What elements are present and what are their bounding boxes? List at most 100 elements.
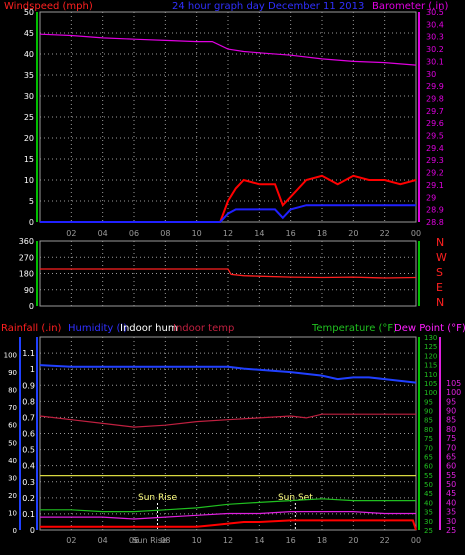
rain-tick-label: 1 [30,365,35,374]
humidity-tick-label: 0 [13,527,17,535]
humidity-tick-label: 70 [8,404,17,412]
y-tick-label: 0 [29,218,34,227]
dew-point-tick-label: 70 [446,443,456,452]
rain-tick-label: 0.2 [22,494,35,503]
dew-point-tick-label: 55 [446,471,456,480]
indoor-hum-label: Indoor hum [120,323,178,334]
humidity-label: Humidity (l) [68,323,127,334]
x-tick-label: 16 [286,229,296,238]
barometer-ticks: 28.8 28.9 29 29.1 29.2 29.3 29.4 29.5 29.6 29.7 29… [426,8,444,227]
x-tick-label: 16 [286,536,296,545]
x-tick-label: 10 [192,229,202,238]
y-tick-label: 0 [29,302,34,311]
temperature-ticks: 2530354045505560657075808590951001051101… [424,334,461,535]
rain-tick-label: 0.7 [22,413,35,422]
rain-tick-label: 0.6 [22,430,35,439]
y2-tick-label: 30.5 [426,8,444,17]
temperature-tick-label: 60 [424,463,433,471]
dew-point-tick-label: 25 [446,526,456,535]
y2-tick-label: 29.3 [426,156,444,165]
temperature-humidity-panel: 0 0.1 0.2 0.3 0.4 0.5 0.6 0.7 0.8 0.9 1 1.1 0 10 20 30… [4,334,462,545]
y-tick-label: 270 [19,253,34,262]
dew-point-tick-label: 35 [446,508,456,517]
x-tick-label: 06 [129,229,139,238]
x-tick-label: 18 [317,229,327,238]
y2-tick-label: 30.2 [426,45,444,54]
y2-tick-label: 29.5 [426,132,444,141]
y2-tick-label: 29 [426,193,436,202]
y2-tick-label: 28.9 [426,206,444,215]
rain-tick-label: 0.9 [22,381,35,390]
dew-point-tick-label: 50 [446,480,456,489]
sun-rise-tick-label: Sun Rise [132,536,167,545]
temperature-tick-label: 50 [424,481,433,489]
x-tick-label: 00 [411,536,421,545]
temperature-tick-label: 45 [424,490,433,498]
dew-point-tick-label: 60 [446,462,456,471]
x-tick-label: 00 [411,229,421,238]
series-group [40,268,417,279]
y2-tick-label: 29.1 [426,181,444,190]
x-tick-label: 14 [254,536,264,545]
series-line [40,268,417,279]
x-tick-label: 12 [223,536,233,545]
temperature-tick-label: 75 [424,435,433,443]
humidity-tick-label: 60 [8,422,17,430]
compass-label: N [436,236,444,249]
grid [40,241,416,306]
temperature-tick-label: 70 [424,444,433,452]
y2-tick-label: 28.8 [426,218,444,227]
x-tick-label: 02 [66,229,76,238]
series-line [39,364,417,384]
rain-ticks: 0 0.1 0.2 0.3 0.4 0.5 0.6 0.7 0.8 0.9 1 1.1 [22,349,35,535]
rain-tick-label: 0.8 [22,397,35,406]
dew-point-tick-label: 45 [446,489,456,498]
humidity-tick-label: 90 [8,369,17,377]
x-tick-label: 06 [129,536,139,545]
y2-tick-label: 30 [426,70,436,79]
y-tick-label: 360 [19,237,34,246]
y2-tick-label: 29.6 [426,119,444,128]
temperature-tick-label: 25 [424,527,433,535]
temperature-tick-label: 95 [424,398,433,406]
rainfall-label: Rainfall (.in) [1,323,62,334]
sun-annotations: Sun Rise Sun Set [138,493,313,530]
temperature-tick-label: 125 [424,343,437,351]
rain-tick-label: 1.1 [22,349,35,358]
dew-point-tick-label: 65 [446,452,456,461]
temperature-tick-label: 130 [424,334,437,342]
humidity-tick-label: 40 [8,457,17,465]
dew-point-tick-label: 100 [446,388,461,397]
y-tick-label: 35 [24,71,34,80]
series-line [39,33,417,66]
windspeed-label: Windspeed (mph) [4,1,93,12]
rain-tick-label: 0.1 [22,510,35,519]
temperature-tick-label: 65 [424,453,433,461]
temperature-tick-label: 100 [424,389,437,397]
humidity-ticks: 0 10 20 30 40 50 60 70 80 90 100 [4,352,17,535]
direction-ticks: 0 90 180 270 360 [19,237,34,311]
dew-point-label: Dew Point (°F) [394,323,465,334]
series-line [40,498,416,513]
temperature-tick-label: 35 [424,509,433,517]
y2-tick-label: 30.1 [426,57,444,66]
y2-tick-label: 29.7 [426,107,444,116]
humidity-tick-label: 20 [8,492,17,500]
x-tick-label: 12 [223,229,233,238]
rain-tick-label: 0.5 [22,446,35,455]
rain-tick-label: 0.4 [22,462,35,471]
x-tick-label: 22 [380,536,390,545]
y-tick-label: 5 [29,197,34,206]
temperature-tick-label: 85 [424,417,433,425]
dew-point-tick-label: 95 [446,397,456,406]
sun-marker-label: Sun Set [278,493,313,503]
x-tick-label: 08 [160,229,170,238]
y2-tick-label: 29.4 [426,144,444,153]
y-tick-label: 25 [24,113,34,122]
x-tick-label: 08 [160,536,170,545]
x-tick-label: 20 [348,536,358,545]
